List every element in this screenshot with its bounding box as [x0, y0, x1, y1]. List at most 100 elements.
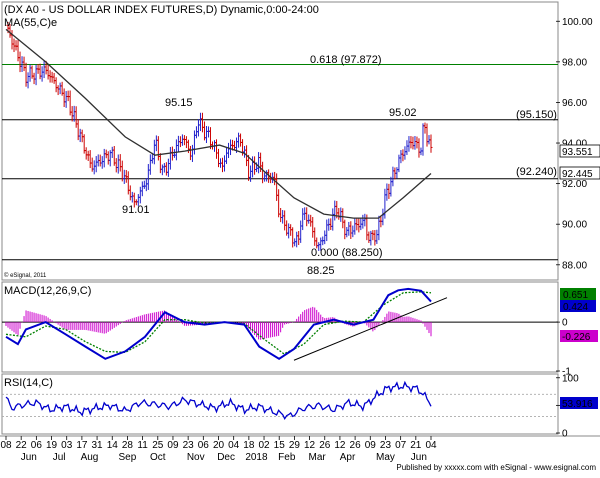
- x-day-label: 12: [334, 440, 346, 451]
- price-bar: [34, 64, 38, 86]
- x-month-label: 2018: [245, 452, 268, 463]
- price-bar: [104, 149, 108, 159]
- x-day-label: 06: [31, 440, 43, 451]
- axis-layer: 100.0098.0096.0094.0092.0090.0088.000-11…: [0, 17, 593, 463]
- price-bar: [367, 231, 371, 243]
- rsi-tick-label: 100: [562, 373, 579, 384]
- price-bar: [116, 154, 120, 174]
- macd-value-1-box: [560, 288, 596, 300]
- price-tick-label: 100.00: [562, 17, 593, 28]
- price-bar: [26, 72, 30, 89]
- price-bar: [30, 65, 34, 79]
- price-bar: [261, 161, 265, 184]
- price-bar: [180, 134, 184, 146]
- x-month-label: Jun: [411, 452, 427, 463]
- price-bar: [249, 165, 253, 182]
- price-bar: [293, 238, 297, 247]
- price-bar: [323, 230, 327, 245]
- ma-value: 92.445: [562, 169, 593, 180]
- macd-tick-label: 0: [562, 318, 568, 329]
- price-bar: [353, 217, 357, 235]
- macd-value-3: -0.226: [562, 332, 591, 343]
- price-bar: [142, 180, 146, 189]
- x-day-label: 25: [152, 440, 164, 451]
- price-bar: [54, 77, 58, 93]
- price-bar: [389, 176, 393, 197]
- x-day-label: 14: [107, 440, 119, 451]
- x-day-label: 23: [183, 440, 195, 451]
- x-day-label: 22: [16, 440, 28, 451]
- price-bar: [423, 122, 427, 134]
- price-bar: [229, 139, 233, 156]
- macd-trendline: [293, 297, 448, 361]
- price-tick-label: 88.00: [562, 260, 587, 271]
- price-bar: [86, 150, 90, 162]
- price-bar: [275, 173, 279, 201]
- price-bar: [391, 166, 395, 187]
- price-bar: [42, 60, 46, 79]
- price-bar: [239, 133, 243, 147]
- price-bar: [349, 221, 353, 239]
- price-bar: [12, 38, 16, 53]
- x-day-label: 15: [274, 440, 286, 451]
- price-bar: [305, 207, 309, 227]
- price-bar: [337, 208, 341, 220]
- price-bar: [94, 156, 98, 173]
- price-bar: [204, 125, 208, 144]
- price-bar: [18, 51, 22, 73]
- rsi-panel-frame: [1, 373, 559, 435]
- price-bar: [371, 230, 375, 241]
- price-bar: [122, 169, 126, 184]
- price-bar: [196, 119, 200, 137]
- price-bar: [74, 106, 78, 128]
- price-bar: [377, 215, 381, 241]
- price-bar: [114, 158, 118, 173]
- price-bar: [58, 82, 62, 95]
- price-bar: [411, 136, 415, 150]
- x-day-label: 07: [395, 440, 407, 451]
- x-day-label: 28: [122, 440, 134, 451]
- price-bar: [102, 148, 106, 168]
- price-bar: [176, 135, 180, 152]
- x-day-label: 17: [76, 440, 88, 451]
- x-month-label: May: [376, 452, 395, 463]
- x-day-label: 06: [198, 440, 210, 451]
- macd-value-3-box: [560, 330, 598, 342]
- x-day-label: 09: [365, 440, 377, 451]
- price-bar: [227, 142, 231, 159]
- price-bar: [38, 63, 42, 80]
- price-bar: [397, 154, 401, 173]
- price-bar: [46, 64, 50, 80]
- price-bar: [200, 112, 204, 133]
- macd-title: MACD(12,26,9,C): [4, 285, 91, 297]
- price-bar: [154, 135, 158, 152]
- price-bar: [407, 136, 411, 152]
- price-bar: [385, 183, 389, 201]
- macd-layer: [2, 287, 558, 361]
- price-bar: [257, 152, 261, 174]
- price-bar: [198, 112, 202, 132]
- x-day-label: 11: [137, 440, 148, 451]
- price-bar: [138, 186, 142, 204]
- x-month-label: Oct: [150, 452, 166, 463]
- rsi-title: RSI(14,C): [4, 377, 53, 389]
- price-bar: [192, 130, 196, 155]
- rsi-line: [5, 380, 432, 421]
- price-bar: [329, 218, 333, 230]
- price-bar: [387, 183, 391, 199]
- price-bar: [144, 178, 148, 192]
- x-day-label: 03: [61, 440, 73, 451]
- price-bar: [395, 167, 399, 179]
- price-bar: [295, 231, 299, 248]
- x-month-label: Feb: [278, 452, 296, 463]
- price-bar: [166, 158, 170, 177]
- price-panel-frame: [1, 1, 559, 281]
- price-bar: [381, 208, 385, 226]
- price-bar: [277, 189, 281, 218]
- price-bar: [399, 150, 403, 164]
- level-95150-label: (95.150): [516, 109, 557, 121]
- ma-line: [5, 28, 432, 219]
- price-bar: [313, 227, 317, 246]
- price-bar: [88, 150, 92, 169]
- price-bar: [357, 218, 361, 233]
